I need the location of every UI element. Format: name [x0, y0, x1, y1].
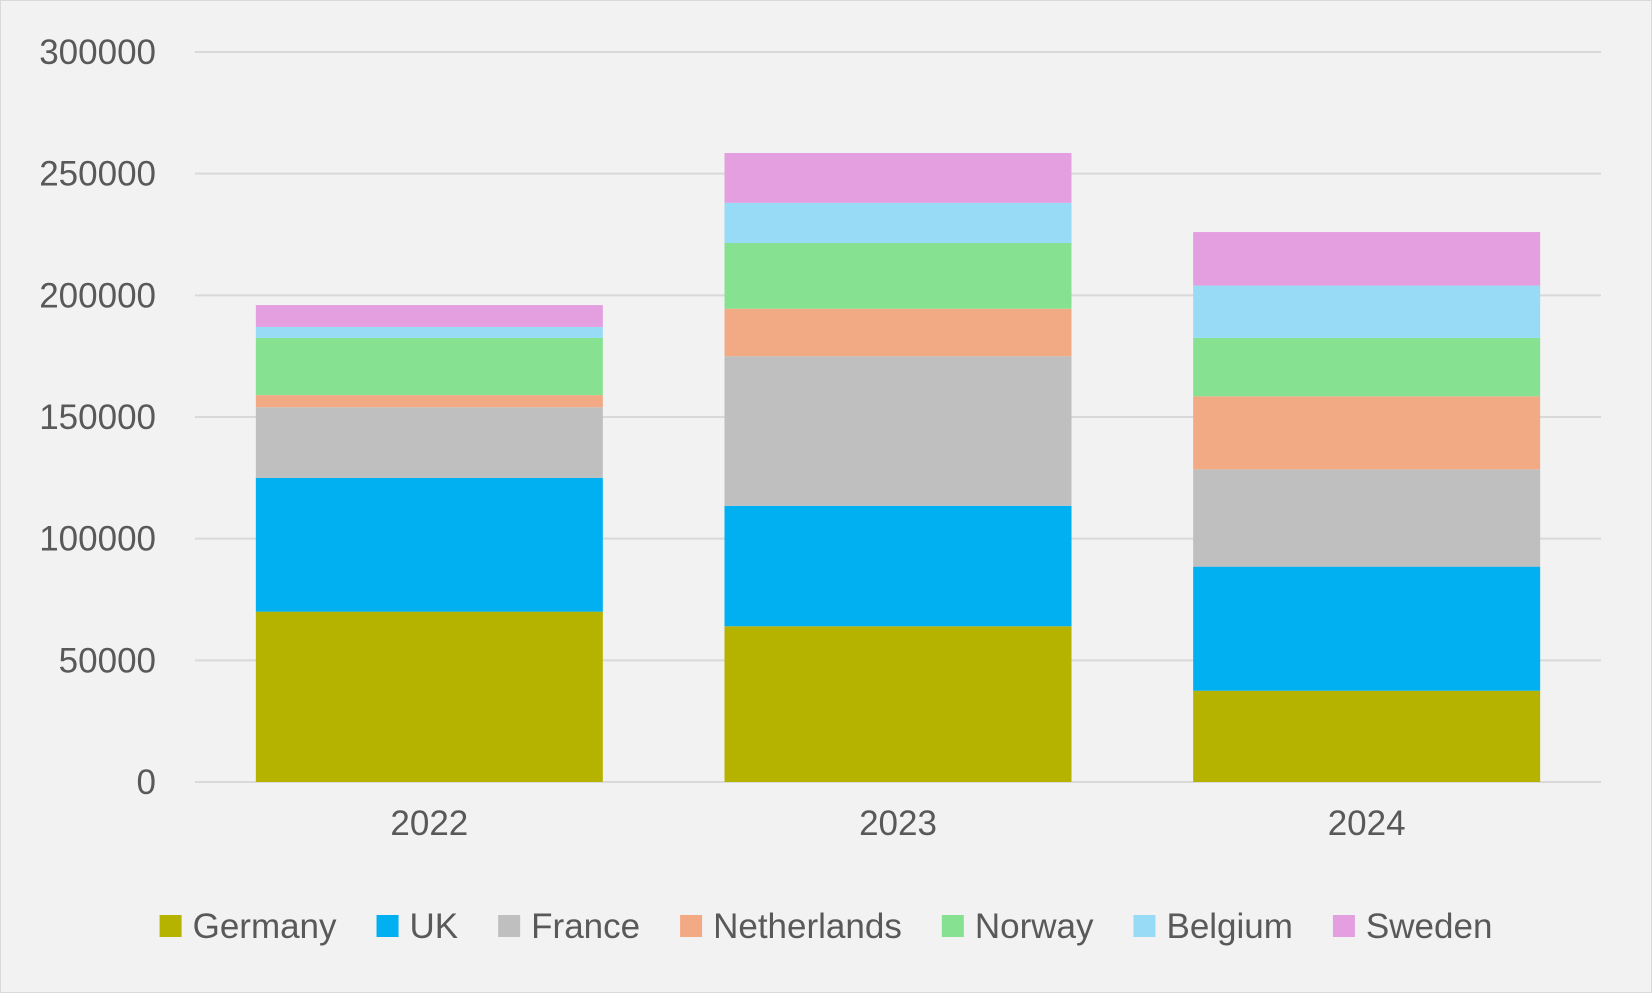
bar-segment-sweden-2024 — [1193, 232, 1541, 286]
bar-segment-belgium-2022 — [255, 326, 603, 338]
y-tick-label: 250000 — [39, 155, 156, 194]
bar-segment-norway-2024 — [1193, 337, 1541, 397]
y-axis-tick-labels: 0 50000 100000 150000 200000 250000 300000 — [39, 33, 156, 802]
bar-segment-uk-2022 — [255, 477, 603, 612]
bar-segment-norway-2022 — [255, 337, 603, 396]
legend-swatch — [498, 915, 521, 937]
legend-item-norway: Norway — [941, 907, 1094, 946]
bar-segment-germany-2022 — [255, 611, 603, 782]
y-tick-label: 150000 — [39, 398, 156, 437]
legend-label: Germany — [193, 907, 337, 946]
legend-label: Norway — [975, 907, 1094, 946]
legend-label: France — [531, 907, 640, 946]
bar-segment-uk-2024 — [1193, 566, 1541, 691]
bar-segment-france-2023 — [724, 356, 1072, 506]
x-tick-label: 2022 — [390, 804, 468, 843]
legend-swatch — [159, 915, 182, 937]
y-tick-label: 50000 — [59, 641, 156, 680]
x-tick-label: 2023 — [859, 804, 937, 843]
legend-label: UK — [410, 907, 459, 946]
bar-segment-belgium-2024 — [1193, 285, 1541, 338]
legend-swatch — [376, 915, 399, 937]
legend-label: Belgium — [1166, 907, 1292, 946]
y-tick-label: 300000 — [39, 33, 156, 72]
x-tick-label: 2024 — [1328, 804, 1406, 843]
legend: Germany UK France Netherlands Norway Belgium S… — [159, 907, 1492, 946]
legend-swatch — [1133, 915, 1156, 937]
legend-swatch — [680, 915, 703, 937]
legend-item-germany: Germany — [159, 907, 337, 946]
legend-item-sweden: Sweden — [1332, 907, 1492, 946]
bar-segment-norway-2023 — [724, 243, 1072, 309]
legend-label: Sweden — [1366, 907, 1492, 946]
y-tick-label: 100000 — [39, 520, 156, 559]
legend-label: Netherlands — [713, 907, 902, 946]
bar-segment-belgium-2023 — [724, 202, 1072, 244]
bar-segment-france-2022 — [255, 407, 603, 478]
bar-segment-netherlands-2023 — [724, 308, 1072, 357]
legend-item-netherlands: Netherlands — [680, 907, 902, 946]
bar-segment-germany-2024 — [1193, 690, 1541, 782]
bar-segment-uk-2023 — [724, 505, 1072, 627]
y-tick-label: 200000 — [39, 276, 156, 315]
bars — [255, 152, 1541, 782]
legend-item-uk: UK — [376, 907, 459, 946]
legend-swatch — [1332, 915, 1355, 937]
y-tick-label: 0 — [137, 763, 156, 802]
legend-swatch — [941, 915, 964, 937]
x-axis-tick-labels: 2022 2023 2024 — [390, 804, 1405, 843]
bar-segment-netherlands-2024 — [1193, 396, 1541, 470]
bar-segment-france-2024 — [1193, 469, 1541, 567]
bar-segment-sweden-2022 — [255, 305, 603, 327]
bar-segment-netherlands-2022 — [255, 395, 603, 408]
bar-segment-germany-2023 — [724, 626, 1072, 782]
legend-item-belgium: Belgium — [1133, 907, 1293, 946]
bar-segment-sweden-2023 — [724, 152, 1072, 203]
legend-item-france: France — [498, 907, 640, 946]
